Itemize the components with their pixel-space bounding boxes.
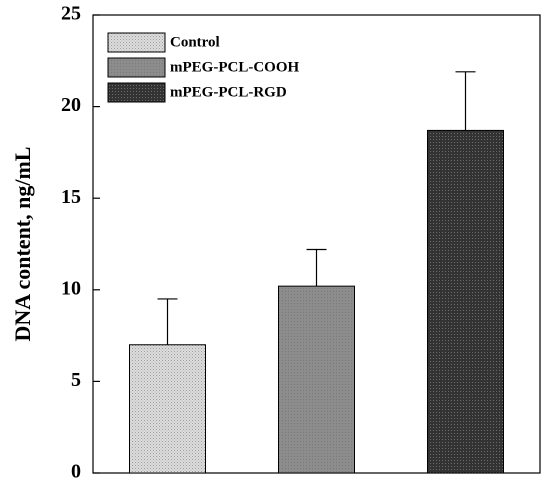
legend: Control mPEG-PCL-COOH mPEG-PCL-RGD (107, 32, 299, 103)
y-tick-label: 15 (61, 186, 81, 208)
y-tick-label: 25 (61, 3, 81, 25)
legend-swatch-2 (107, 82, 166, 103)
bar-0 (129, 344, 206, 474)
y-tick-label: 10 (61, 277, 81, 299)
bar-1 (278, 285, 355, 474)
bars-group (129, 129, 504, 474)
bar-2 (427, 129, 504, 474)
y-axis-label: DNA content, ng/mL (10, 147, 35, 342)
y-axis-ticks: 0 5 10 15 20 25 (61, 3, 100, 483)
legend-label-1: mPEG-PCL-COOH (170, 59, 299, 75)
legend-swatch-0 (107, 32, 166, 53)
legend-label-0: Control (170, 34, 220, 50)
y-tick-label: 5 (71, 369, 81, 391)
error-bars-group (157, 71, 476, 345)
legend-swatch-1 (107, 57, 166, 78)
y-tick-label: 0 (71, 461, 81, 483)
legend-label-2: mPEG-PCL-RGD (170, 84, 287, 100)
y-tick-label: 20 (61, 94, 81, 116)
